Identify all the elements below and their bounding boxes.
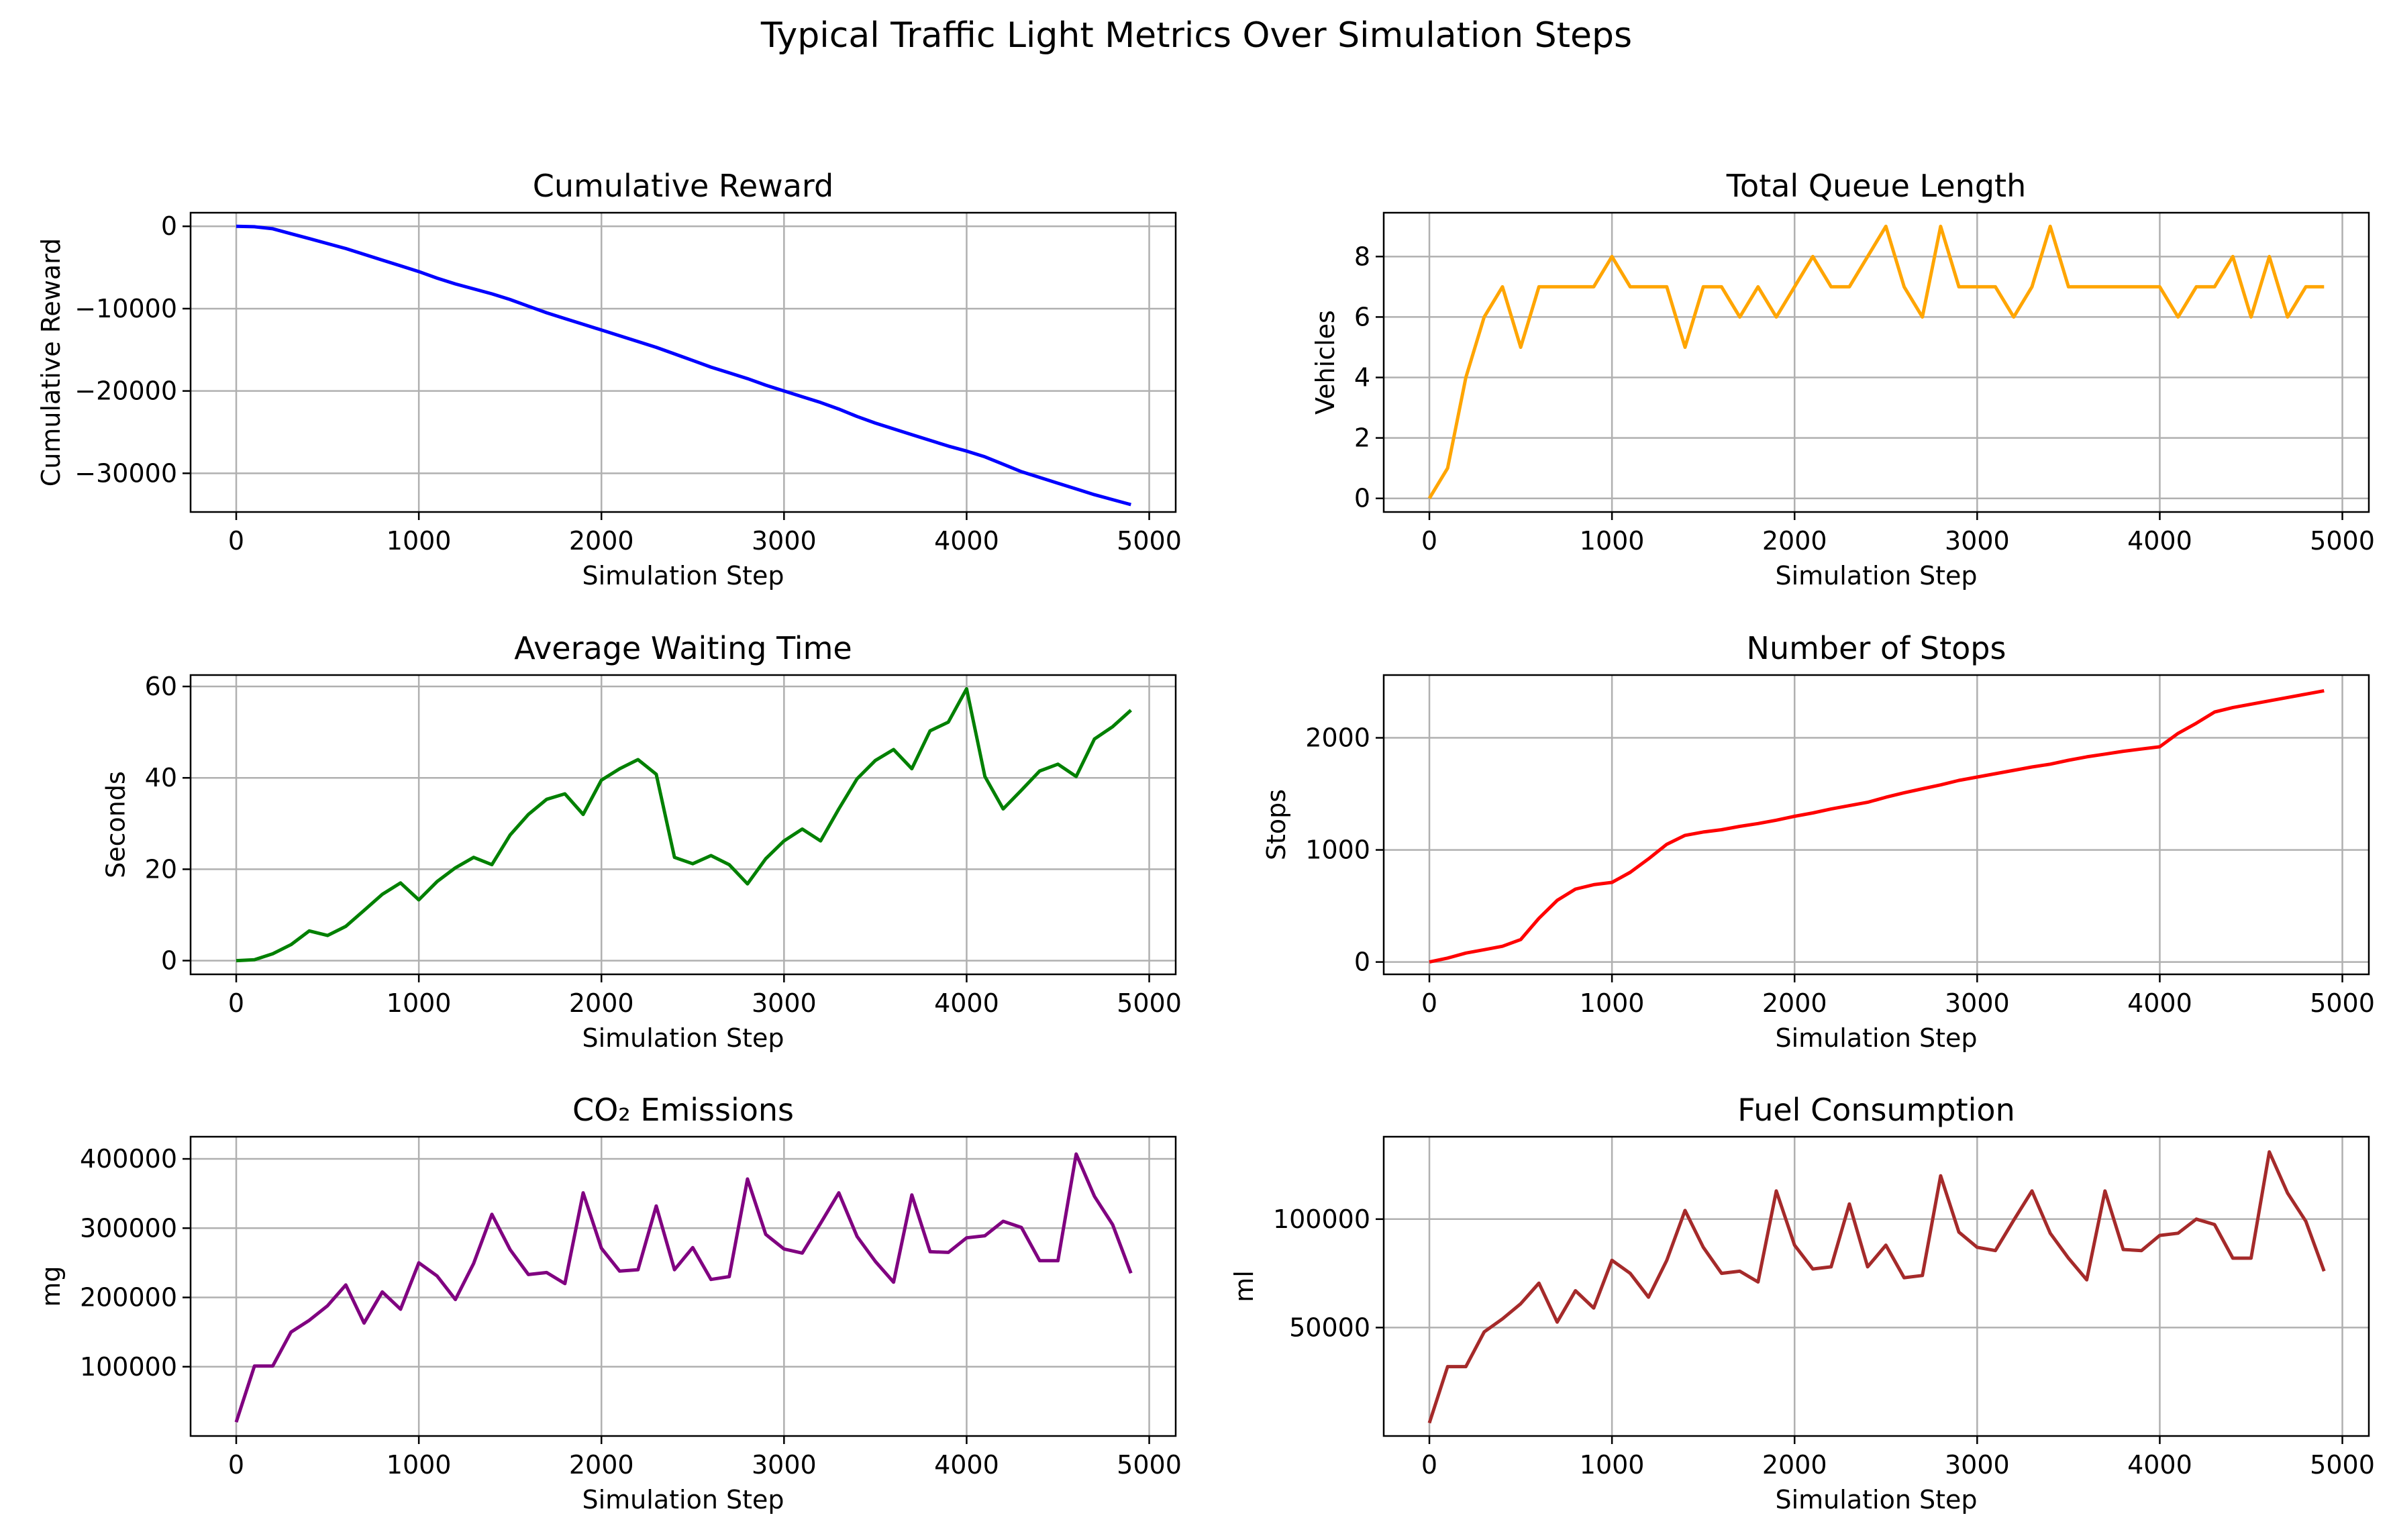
y-tick-label: 0 — [1354, 947, 1370, 977]
x-tick-label: 3000 — [1945, 988, 2010, 1018]
y-tick-label: 400000 — [80, 1144, 177, 1174]
chart-cumulative-reward: 0 1000 2000 3000 4000 5000 0 −10000 −20000 −30000… — [36, 168, 1182, 591]
y-axis-label: mg — [36, 1266, 66, 1306]
y-tick-label: 1000 — [1305, 835, 1370, 865]
x-axis-label: Simulation Step — [1775, 1485, 1977, 1515]
x-axis-label: Simulation Step — [582, 1023, 784, 1053]
chart-fuel-consumption: 0 1000 2000 3000 4000 5000 50000 100000 Fuel Con… — [1229, 1092, 2375, 1515]
axes-frame — [1382, 211, 2370, 513]
axes-frame — [189, 1135, 1177, 1437]
x-tick-label: 2000 — [569, 988, 634, 1018]
x-tick-label: 5000 — [1117, 988, 1182, 1018]
y-axis-label: ml — [1229, 1270, 1259, 1302]
chart-total-queue-length: 0 1000 2000 3000 4000 5000 0 2 4 6 8 Total Queue Le… — [1311, 168, 2375, 591]
y-tick-label: 40 — [145, 763, 177, 792]
axes-title: CO₂ Emissions — [572, 1092, 794, 1128]
x-tick-label: 1000 — [1580, 1450, 1645, 1480]
x-tick-label: 3000 — [752, 988, 817, 1018]
y-tick-label: 0 — [1354, 484, 1370, 513]
series-line — [1429, 688, 2325, 964]
y-axis-label: Vehicles — [1311, 310, 1340, 415]
y-axis-label: Seconds — [101, 771, 131, 878]
x-tick-label: 1000 — [1580, 526, 1645, 556]
chart-co-emissions: 0 1000 2000 3000 4000 5000 100000 200000 300000 4… — [36, 1092, 1182, 1515]
axes-title: Number of Stops — [1747, 630, 2006, 666]
x-tick-label: 4000 — [2127, 526, 2192, 556]
y-tick-label: 100000 — [1273, 1204, 1370, 1234]
axes-title: Total Queue Length — [1726, 168, 2026, 204]
x-tick-label: 0 — [228, 526, 244, 556]
x-tick-label: 2000 — [569, 1450, 634, 1480]
y-tick-label: 2 — [1354, 423, 1370, 453]
x-tick-label: 1000 — [1580, 988, 1645, 1018]
y-tick-label: 2000 — [1305, 723, 1370, 753]
y-tick-label: −10000 — [74, 294, 177, 323]
x-tick-label: 2000 — [1762, 988, 1827, 1018]
x-tick-label: 5000 — [2310, 526, 2375, 556]
y-tick-label: 20 — [145, 854, 177, 884]
x-tick-label: 0 — [1421, 526, 1437, 556]
y-tick-label: 6 — [1354, 302, 1370, 331]
y-tick-label: 200000 — [80, 1283, 177, 1313]
x-tick-label: 4000 — [2127, 1450, 2192, 1480]
x-tick-label: 4000 — [934, 988, 999, 1018]
axes-frame — [189, 674, 1177, 976]
x-tick-label: 3000 — [752, 1450, 817, 1480]
y-axis-label: Cumulative Reward — [36, 238, 66, 486]
x-tick-label: 4000 — [934, 526, 999, 556]
x-tick-label: 0 — [228, 988, 244, 1018]
y-tick-label: 8 — [1354, 242, 1370, 271]
x-tick-label: 0 — [1421, 988, 1437, 1018]
chart-average-waiting-time: 0 1000 2000 3000 4000 5000 0 20 40 60 Average Wait… — [101, 630, 1182, 1053]
x-tick-label: 5000 — [1117, 1450, 1182, 1480]
x-tick-label: 3000 — [1945, 526, 2010, 556]
axes-title: Cumulative Reward — [533, 168, 833, 204]
x-tick-label: 1000 — [387, 988, 452, 1018]
y-tick-label: 60 — [145, 672, 177, 701]
x-axis-label: Simulation Step — [1775, 561, 1977, 591]
x-tick-label: 5000 — [2310, 988, 2375, 1018]
y-tick-label: −30000 — [74, 458, 177, 488]
y-axis-label: Stops — [1262, 789, 1291, 860]
chart-number-of-stops: 0 1000 2000 3000 4000 5000 0 1000 2000 Number of … — [1262, 630, 2375, 1053]
series-line — [234, 1152, 1133, 1423]
y-tick-label: −20000 — [74, 376, 177, 406]
x-tick-label: 0 — [228, 1450, 244, 1480]
figure-title: Typical Traffic Light Metrics Over Simul… — [760, 15, 1632, 56]
x-tick-label: 2000 — [569, 526, 634, 556]
x-tick-label: 2000 — [1762, 1450, 1827, 1480]
series-line — [1427, 1150, 2326, 1424]
x-tick-label: 2000 — [1762, 526, 1827, 556]
axes-frame — [189, 211, 1177, 513]
y-tick-label: 300000 — [80, 1213, 177, 1243]
y-tick-label: 4 — [1354, 363, 1370, 393]
y-tick-label: 50000 — [1289, 1313, 1370, 1342]
axes-title: Fuel Consumption — [1737, 1092, 2015, 1128]
series-line — [236, 686, 1132, 963]
series-line — [1427, 224, 2325, 499]
x-tick-label: 3000 — [752, 526, 817, 556]
axes-title: Average Waiting Time — [514, 630, 852, 666]
y-tick-label: 0 — [161, 211, 177, 241]
x-tick-label: 0 — [1421, 1450, 1437, 1480]
y-tick-label: 0 — [161, 946, 177, 976]
series-line — [236, 224, 1131, 507]
x-axis-label: Simulation Step — [1775, 1023, 1977, 1053]
x-tick-label: 5000 — [1117, 526, 1182, 556]
x-tick-label: 1000 — [387, 526, 452, 556]
axes-frame — [1382, 1135, 2370, 1437]
x-tick-label: 5000 — [2310, 1450, 2375, 1480]
x-tick-label: 4000 — [2127, 988, 2192, 1018]
y-tick-label: 100000 — [80, 1352, 177, 1382]
x-axis-label: Simulation Step — [582, 1485, 784, 1515]
x-tick-label: 3000 — [1945, 1450, 2010, 1480]
x-axis-label: Simulation Step — [582, 561, 784, 591]
axes-frame — [1382, 674, 2370, 976]
x-tick-label: 4000 — [934, 1450, 999, 1480]
x-tick-label: 1000 — [387, 1450, 452, 1480]
